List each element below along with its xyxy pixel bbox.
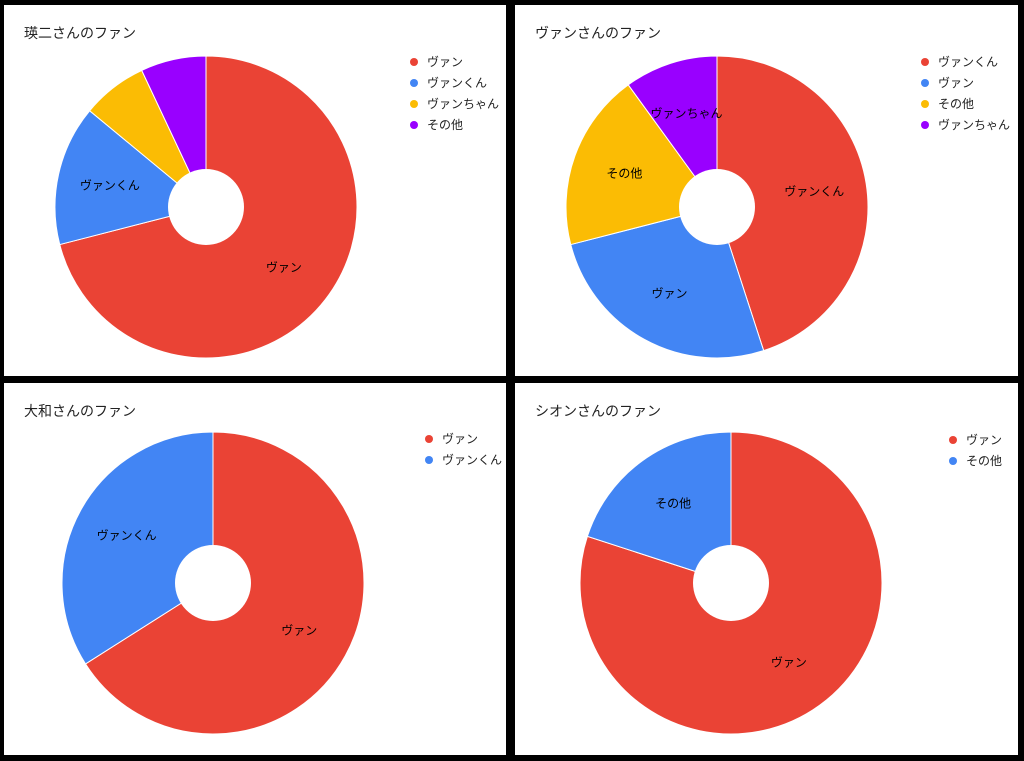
legend-item: ヴァンくん — [921, 51, 1010, 72]
legend-label: その他 — [966, 454, 1003, 468]
chart-panel-1: ヴァン ヴァンくん 瑛二さんのファン ヴァン ヴァンくん ヴァンちゃん その他 — [4, 5, 506, 376]
pie-chart-svg: ヴァン ヴァンくん — [54, 55, 358, 359]
pie-chart-svg: ヴァン その他 — [579, 431, 883, 735]
legend-item: ヴァンちゃん — [921, 114, 1010, 135]
legend-item: ヴァン — [425, 428, 502, 449]
legend-swatch — [410, 120, 418, 129]
pie-chart-svg: ヴァン ヴァンくん — [61, 431, 365, 735]
donut-hole — [693, 545, 769, 621]
chart-legend: ヴァン ヴァンくん — [425, 428, 502, 470]
chart-title: ヴァンさんのファン — [535, 26, 661, 42]
legend-item: ヴァン — [921, 72, 1010, 93]
legend-item: ヴァンくん — [410, 72, 499, 93]
chart-legend: ヴァンくん ヴァン その他 ヴァンちゃん — [921, 51, 1010, 135]
legend-label: その他 — [427, 118, 464, 132]
slice-label: ヴァンちゃん — [651, 105, 723, 120]
legend-swatch — [921, 78, 929, 87]
legend-label: ヴァンちゃん — [427, 97, 500, 111]
legend-swatch — [921, 99, 929, 108]
legend-item: ヴァンくん — [425, 449, 502, 470]
legend-item: ヴァン — [410, 51, 499, 72]
slice-label: ヴァン — [281, 622, 317, 637]
legend-item: その他 — [410, 114, 499, 135]
legend-label: ヴァンくん — [427, 76, 488, 90]
legend-label: ヴァン — [966, 433, 1003, 447]
legend-item: ヴァン — [949, 429, 1002, 450]
pie-slice — [716, 55, 869, 352]
slice-label: ヴァンくん — [784, 184, 844, 199]
slice-label: その他 — [606, 167, 642, 181]
slice-label: ヴァン — [266, 259, 302, 274]
chart-panel-3: ヴァン ヴァンくん 大和さんのファン ヴァン ヴァンくん — [4, 383, 506, 755]
slice-label: ヴァン — [771, 655, 807, 670]
legend-swatch — [410, 57, 418, 66]
slice-label: ヴァン — [652, 285, 688, 300]
slice-label: その他 — [655, 496, 691, 510]
legend-label: ヴァンちゃん — [938, 118, 1011, 132]
legend-label: ヴァン — [427, 55, 464, 69]
donut-hole — [168, 169, 244, 245]
slice-label: ヴァンくん — [97, 528, 157, 543]
pie-slice — [586, 431, 732, 584]
pie-slice — [141, 55, 207, 208]
donut-hole — [679, 169, 755, 245]
legend-swatch — [425, 434, 433, 443]
legend-swatch — [921, 57, 929, 66]
legend-item: ヴァンちゃん — [410, 93, 499, 114]
legend-item: その他 — [921, 93, 1010, 114]
pie-slice — [61, 431, 214, 665]
legend-item: その他 — [949, 450, 1002, 471]
legend-swatch — [921, 120, 929, 129]
chart-title: シオンさんのファン — [535, 404, 661, 420]
pie-slice — [627, 55, 718, 209]
legend-label: ヴァンくん — [442, 453, 503, 467]
legend-label: ヴァンくん — [938, 55, 999, 69]
legend-swatch — [410, 99, 418, 108]
legend-label: ヴァン — [938, 76, 975, 90]
legend-swatch — [425, 455, 433, 464]
chart-title: 瑛二さんのファン — [24, 26, 136, 42]
chart-legend: ヴァン ヴァンくん ヴァンちゃん その他 — [410, 51, 499, 135]
legend-label: その他 — [938, 97, 975, 111]
legend-swatch — [949, 456, 957, 465]
donut-hole — [175, 545, 251, 621]
legend-swatch — [410, 78, 418, 87]
chart-panel-4: ヴァン その他 シオンさんのファン ヴァン その他 — [515, 383, 1018, 755]
slice-label: ヴァンくん — [80, 178, 140, 193]
legend-swatch — [949, 435, 957, 444]
legend-label: ヴァン — [442, 432, 479, 446]
chart-legend: ヴァン その他 — [949, 429, 1002, 471]
chart-panel-2: ヴァンくん ヴァン その他 ヴァンちゃん ヴァンさんのファン ヴァンくん ヴァン その… — [515, 5, 1018, 376]
chart-title: 大和さんのファン — [24, 404, 136, 420]
